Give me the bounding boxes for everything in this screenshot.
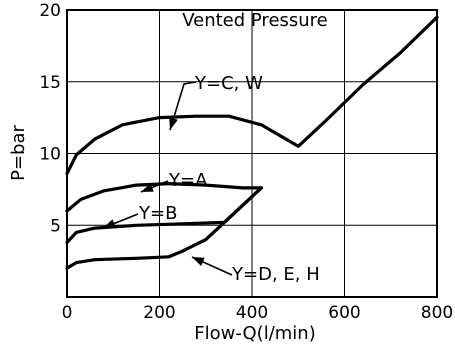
- annotation-label-1: Y=A: [168, 170, 208, 191]
- annotation-label-3: Y=D, E, H: [231, 264, 320, 285]
- series-line-3: [65, 186, 263, 270]
- annotation-arrowhead-0: [169, 117, 178, 130]
- chart-title: Vented Pressure: [182, 10, 328, 31]
- x-tick-label-4: 800: [421, 303, 453, 323]
- y-tick-label-3: 20: [39, 1, 61, 21]
- annotations: Y=C, W Y=A Y=B Y=D, E, H: [102, 73, 320, 285]
- series-line-0: [65, 15, 439, 176]
- x-tick-label-1: 200: [143, 303, 175, 323]
- plot-frame: [66, 9, 438, 298]
- x-tick-label-0: 0: [62, 303, 73, 323]
- annotation-leader-0: [169, 81, 197, 131]
- x-axis-title: Flow-Q(l/min): [194, 323, 315, 344]
- annotation-label-0: Y=C, W: [194, 73, 263, 94]
- annotation-arrowhead-1: [141, 183, 154, 192]
- y-tick-label-2: 15: [39, 73, 61, 93]
- series-line-1: [65, 182, 263, 213]
- y-tick-label-1: 10: [39, 145, 61, 165]
- grid: [67, 10, 437, 297]
- tick-labels: 0 200 400 600 800 5 10 15 20: [39, 1, 453, 323]
- y-tick-label-0: 5: [50, 216, 61, 236]
- annotation-arrowhead-2: [103, 219, 116, 228]
- annotation-label-2: Y=B: [138, 203, 177, 224]
- y-axis-title: P=bar: [8, 125, 29, 181]
- x-tick-label-3: 600: [328, 303, 360, 323]
- curves: [65, 15, 439, 270]
- x-tick-label-2: 400: [236, 303, 268, 323]
- annotation-arrowhead-3: [192, 257, 205, 266]
